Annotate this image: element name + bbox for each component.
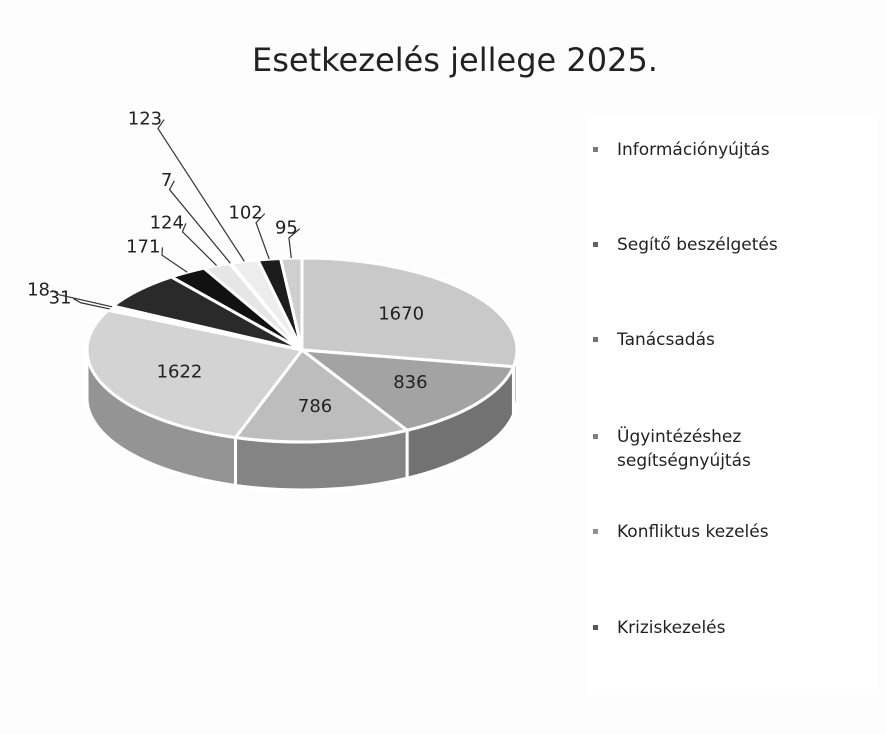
legend-entry: Konfliktus kezelés [593,520,795,544]
legend-entry: Segítő beszélgetés [593,233,795,257]
data-label: 124 [150,212,184,233]
data-label: 786 [298,396,332,417]
data-label: 1622 [157,361,203,382]
slice [232,347,411,444]
slice [300,256,519,369]
leader-line [157,119,245,262]
legend-swatch [593,337,598,342]
pie-tops [85,256,519,444]
leader-line [161,247,188,273]
legend-label: Kriziskezelés [617,618,726,638]
slice [85,308,305,440]
data-label: 95 [275,218,298,239]
leader-line [255,213,270,260]
slice [297,348,516,432]
legend-label: Információnyújtás [617,140,770,160]
data-label: 102 [228,203,262,224]
legend-label: Ügyintézéshez segítségnyújtás [617,427,751,471]
leader-line [73,298,110,310]
data-label: 1670 [378,304,424,325]
legend-swatch [593,147,598,152]
legend-swatch [593,242,598,247]
data-label: 123 [128,109,162,130]
leader-line [168,180,231,264]
chart-title: Esetkezelés jellege 2025. [252,41,658,79]
data-label: 171 [126,236,160,257]
legend-entry: Információnyújtás [593,138,795,162]
data-label: 18 [27,279,50,300]
legend-swatch [593,434,598,439]
legend-swatch [593,625,598,630]
leader-line [288,228,301,259]
data-label: 836 [393,372,427,393]
data-label: 31 [49,288,72,309]
legend-entry: Ügyintézéshez segítségnyújtás [593,425,795,473]
legend-label: Tanácsadás [617,330,715,350]
legend-entry: Kriziskezelés [593,616,795,640]
data-label: 7 [161,170,172,191]
leader-line [181,223,218,266]
leader-line [51,289,113,308]
legend-label: Konfliktus kezelés [617,522,769,542]
legend [588,115,878,695]
legend-swatch [593,529,598,534]
legend-entry: Tanácsadás [593,328,795,352]
legend-label: Segítő beszélgetés [617,235,778,255]
